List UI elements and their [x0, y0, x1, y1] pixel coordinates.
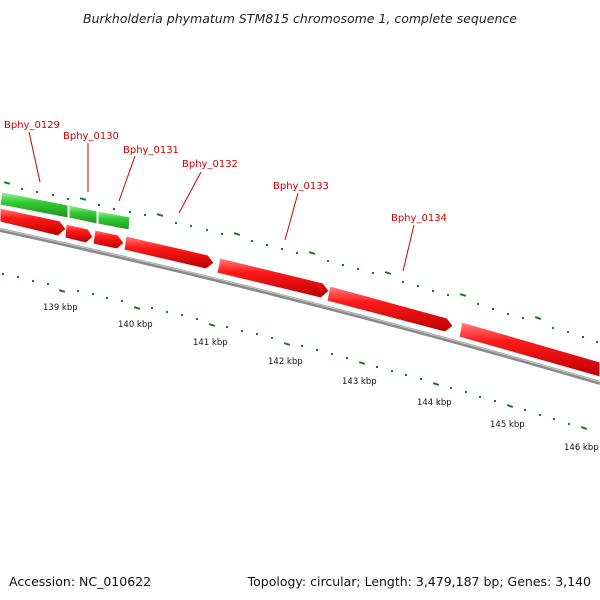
- ruler-label-139: 139 kbp: [43, 303, 78, 313]
- reverse-strand-genes: [0, 207, 600, 378]
- reverse-gene[interactable]: [458, 321, 600, 378]
- leader-line: [28, 131, 41, 183]
- ruler-track: 139 kbp 140 kbp 141 kbp 142 kbp 143 kbp …: [2, 273, 599, 453]
- forward-gene[interactable]: [97, 210, 131, 231]
- reverse-gene[interactable]: [64, 223, 94, 244]
- ruler-labels: 139 kbp 140 kbp 141 kbp 142 kbp 143 kbp …: [43, 303, 599, 453]
- major-tick: [156, 213, 164, 217]
- major-tick: [384, 271, 392, 275]
- accession-text: Accession: NC_010622: [9, 574, 151, 589]
- gene-label-leaders: [28, 131, 415, 272]
- forward-tick-track: [3, 181, 598, 343]
- reverse-gene[interactable]: [326, 285, 454, 333]
- major-tick: [3, 181, 11, 185]
- ruler-label-146: 146 kbp: [564, 443, 599, 453]
- reverse-gene[interactable]: [92, 229, 125, 250]
- gene-label-bphy-0130[interactable]: Bphy_0130: [63, 131, 119, 142]
- major-tick: [459, 293, 467, 297]
- gene-label-bphy-0131[interactable]: Bphy_0131: [123, 145, 179, 156]
- reverse-gene[interactable]: [123, 235, 215, 270]
- ruler-label-145: 145 kbp: [490, 420, 525, 430]
- gene-label-bphy-0133[interactable]: Bphy_0133: [273, 181, 329, 192]
- ruler-minor-ticks: [2, 273, 570, 425]
- ruler-label-144: 144 kbp: [417, 398, 452, 408]
- forward-gene[interactable]: [68, 204, 98, 225]
- leader-line: [284, 192, 299, 241]
- leader-line: [178, 171, 202, 214]
- ruler-label-141: 141 kbp: [193, 338, 228, 348]
- minor-ticks: [21, 188, 598, 343]
- ruler-label-143: 143 kbp: [342, 377, 377, 387]
- reverse-gene[interactable]: [216, 257, 330, 299]
- forward-strand-genes: [0, 191, 131, 231]
- major-tick: [233, 232, 241, 236]
- major-tick: [534, 316, 542, 320]
- ruler-label-142: 142 kbp: [268, 357, 303, 367]
- genome-summary-text: Topology: circular; Length: 3,479,187 bp…: [247, 574, 591, 589]
- chromosome-backbone: [0, 228, 600, 385]
- reverse-gene[interactable]: [0, 207, 67, 237]
- major-tick: [308, 251, 316, 255]
- ruler-major-ticks: [58, 289, 588, 430]
- gene-label-bphy-0134[interactable]: Bphy_0134: [391, 213, 447, 224]
- gene-labels: Bphy_0129 Bphy_0130 Bphy_0131 Bphy_0132 …: [4, 120, 447, 224]
- leader-line: [402, 224, 415, 272]
- chromosome-backbone-highlight: [0, 228, 600, 383]
- gene-label-bphy-0129[interactable]: Bphy_0129: [4, 120, 60, 131]
- leader-line: [118, 155, 136, 202]
- forward-gene[interactable]: [0, 191, 69, 219]
- ruler-label-140: 140 kbp: [118, 320, 153, 330]
- major-tick: [79, 197, 87, 201]
- map-title: Burkholderia phymatum STM815 chromosome …: [83, 11, 517, 26]
- gene-label-bphy-0132[interactable]: Bphy_0132: [182, 159, 238, 170]
